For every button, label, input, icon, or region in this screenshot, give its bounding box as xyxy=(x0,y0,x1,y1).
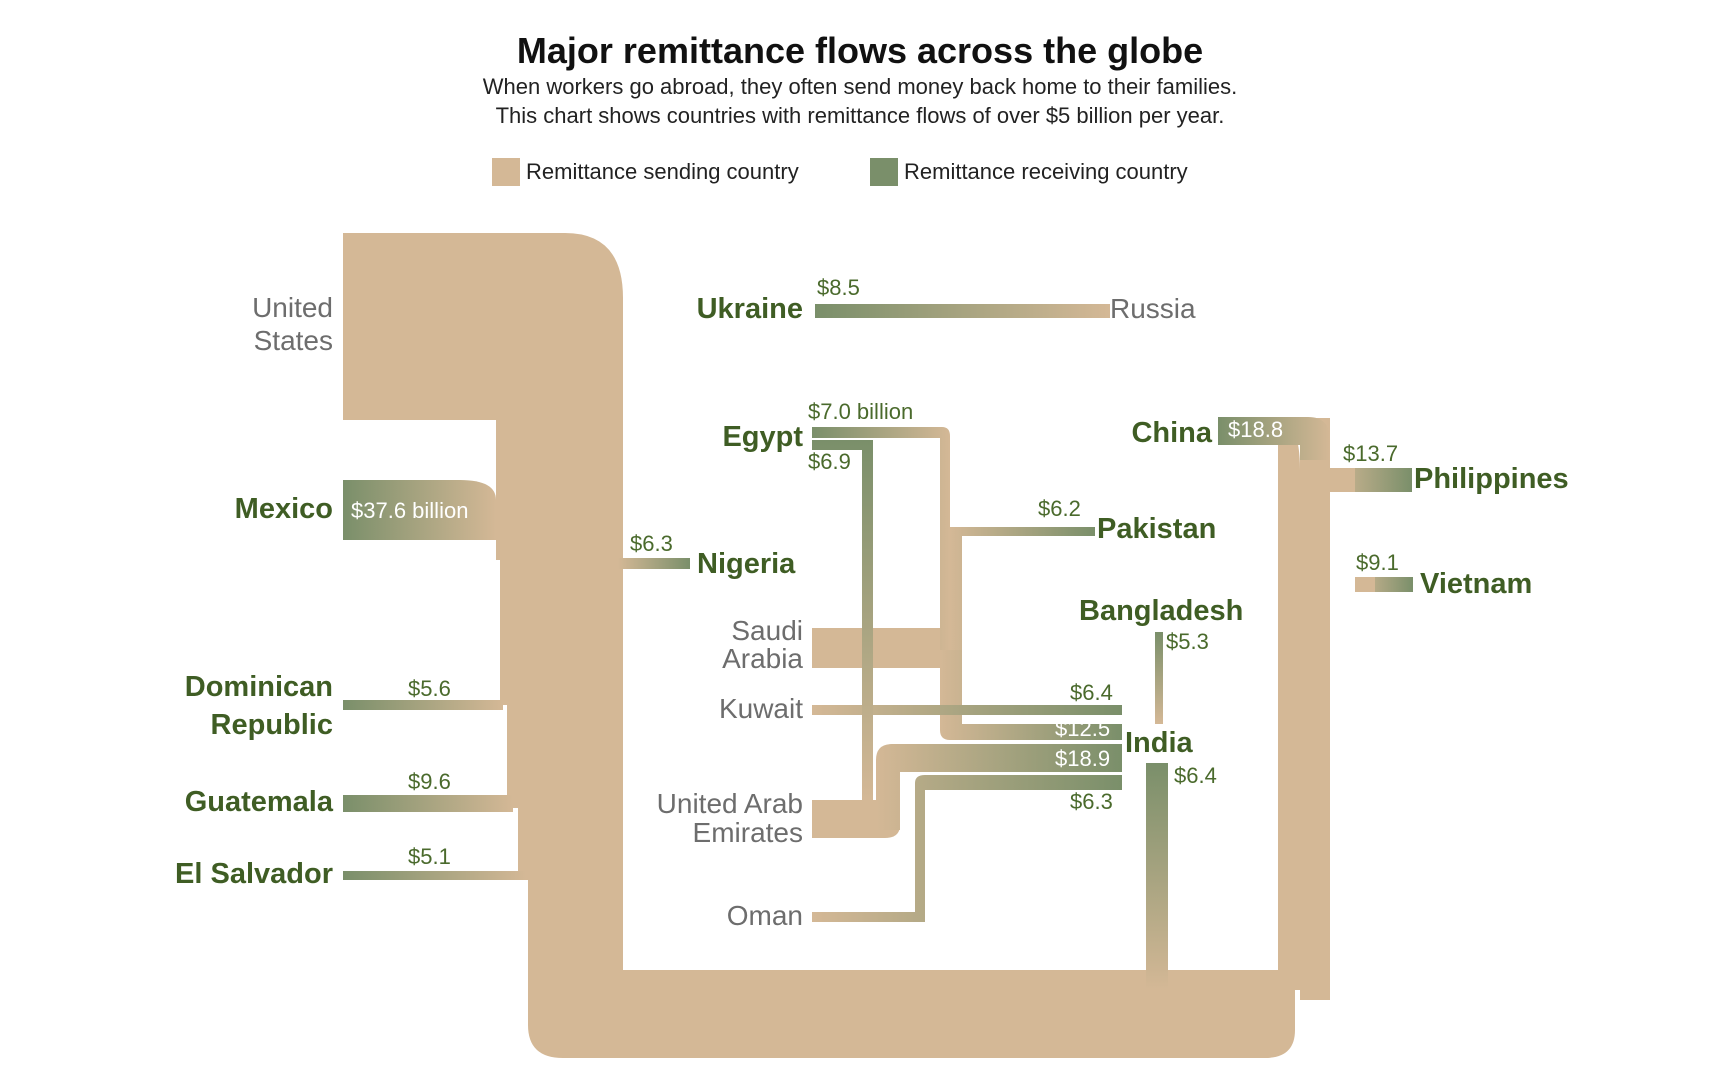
label-bangladesh: Bangladesh xyxy=(1079,595,1243,627)
us-flow-band xyxy=(343,233,1330,1058)
label-philippines: Philippines xyxy=(1414,463,1569,495)
legend-receiving-swatch xyxy=(870,158,898,186)
us-branch-east xyxy=(1138,418,1300,990)
philippines-connector xyxy=(1330,468,1355,492)
chart-subtitle-line-2: This chart shows countries with remittan… xyxy=(495,103,1225,128)
us-connector-guatemala xyxy=(507,705,528,808)
us-connector-dr xyxy=(500,560,528,705)
us-branch-china-top xyxy=(1300,418,1330,1000)
amount-dominican-republic: $5.6 xyxy=(408,676,451,701)
amount-saudi-pakistan: $6.2 xyxy=(1038,496,1081,521)
label-ukraine: Ukraine xyxy=(697,293,803,325)
saudi-arabia-block xyxy=(812,628,958,668)
ukraine-flow xyxy=(815,304,1110,318)
legend-sending: Remittance sending country xyxy=(492,158,799,186)
el-salvador-flow xyxy=(343,871,526,880)
amount-saudi-india: $12.5 xyxy=(1055,716,1110,741)
label-russia: Russia xyxy=(1110,293,1196,324)
label-united-states-1: United xyxy=(252,292,333,323)
guatemala-flow xyxy=(343,795,513,812)
label-saudi-arabia-1: Saudi xyxy=(731,615,803,646)
us-to-mexico-flow xyxy=(343,233,623,548)
us-to-india-flow xyxy=(1146,763,1168,990)
label-vietnam: Vietnam xyxy=(1420,568,1532,600)
uae-to-egypt-flow xyxy=(812,440,873,800)
kuwait-to-india-flow xyxy=(812,705,1122,715)
label-nigeria: Nigeria xyxy=(697,548,796,580)
dominican-republic-flow xyxy=(343,700,503,710)
label-pakistan: Pakistan xyxy=(1097,513,1216,545)
saudi-to-india-flow xyxy=(940,650,1122,740)
india-to-bangladesh-flow xyxy=(1155,632,1163,724)
label-guatemala: Guatemala xyxy=(185,786,334,818)
amount-saudi-egypt: $7.0 billion xyxy=(808,399,913,424)
amount-china: $18.8 xyxy=(1228,417,1283,442)
label-dominican-republic-1: Dominican xyxy=(185,671,333,703)
label-india: India xyxy=(1125,727,1194,759)
vietnam-connector xyxy=(1355,577,1375,592)
uae-to-india-flow xyxy=(876,744,1122,830)
legend-receiving: Remittance receiving country xyxy=(870,158,1188,186)
label-kuwait: Kuwait xyxy=(719,693,803,724)
amount-philippines: $13.7 xyxy=(1343,441,1398,466)
label-saudi-arabia-2: Arabia xyxy=(722,643,803,674)
legend-sending-label: Remittance sending country xyxy=(526,159,799,184)
amount-india-bangladesh: $5.3 xyxy=(1166,629,1209,654)
amount-mexico: $37.6 billion xyxy=(351,498,468,523)
label-uae-1: United Arab xyxy=(657,788,803,819)
amount-guatemala: $9.6 xyxy=(408,769,451,794)
amount-oman-india: $6.3 xyxy=(1070,789,1113,814)
amount-vietnam: $9.1 xyxy=(1356,550,1399,575)
china-flow xyxy=(1218,417,1330,460)
amount-kuwait-india: $6.4 xyxy=(1070,680,1113,705)
amount-el-salvador: $5.1 xyxy=(408,844,451,869)
saudi-to-pakistan-flow xyxy=(950,527,1095,650)
us-connector-mexico xyxy=(496,500,528,560)
legend-sending-swatch xyxy=(492,158,520,186)
nigeria-flow xyxy=(618,558,690,569)
label-uae-2: Emirates xyxy=(693,817,803,848)
amount-uae-egypt: $6.9 xyxy=(808,449,851,474)
amount-nigeria: $6.3 xyxy=(630,531,673,556)
label-el-salvador: El Salvador xyxy=(175,858,333,890)
amount-uae-india: $18.9 xyxy=(1055,746,1110,771)
label-egypt: Egypt xyxy=(722,421,803,453)
chart-title: Major remittance flows across the globe xyxy=(516,30,1204,71)
us-connector-elsalvador xyxy=(518,808,528,880)
label-oman: Oman xyxy=(727,900,803,931)
amount-ukraine: $8.5 xyxy=(817,275,860,300)
amount-us-india: $6.4 xyxy=(1174,763,1217,788)
mexico-flow-end xyxy=(343,480,496,540)
label-china: China xyxy=(1131,417,1212,449)
label-mexico: Mexico xyxy=(235,493,333,525)
label-united-states-2: States xyxy=(254,325,333,356)
oman-to-india-flow xyxy=(812,775,1122,922)
legend-receiving-label: Remittance receiving country xyxy=(904,159,1188,184)
us-main-trunk xyxy=(496,548,1295,1058)
label-dominican-republic-2: Republic xyxy=(211,709,333,741)
chart-subtitle-line-1: When workers go abroad, they often send … xyxy=(482,74,1238,99)
